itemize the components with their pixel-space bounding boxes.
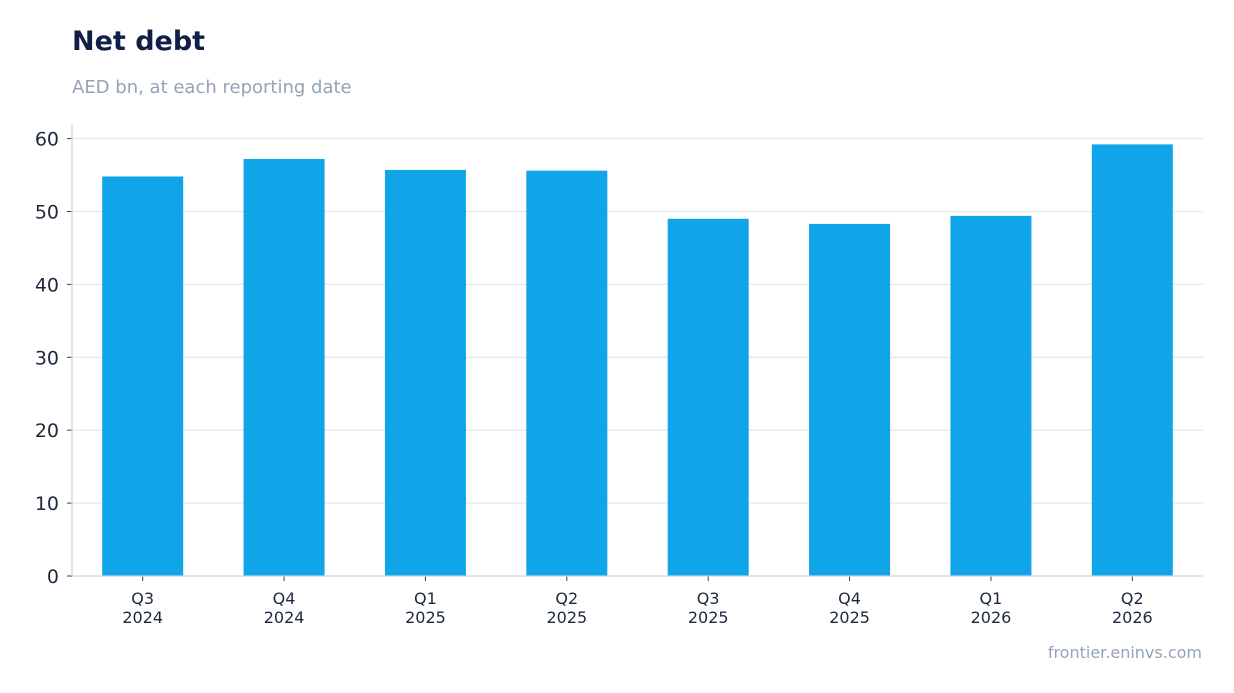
x-tick-quarter: Q1 <box>414 589 437 608</box>
x-tick-label: Q1 2025 <box>405 589 446 627</box>
bar-q4-2025 <box>809 223 891 576</box>
y-tick-label-20: 20 <box>35 420 59 442</box>
bar-q2-2026 <box>1091 144 1173 576</box>
y-tick-label-10: 10 <box>35 493 59 515</box>
y-tick-label-0: 0 <box>47 566 59 588</box>
bar-q4-2024 <box>243 158 325 577</box>
x-tick-quarter: Q2 <box>1121 589 1144 608</box>
x-tick-quarter: Q4 <box>273 589 296 608</box>
bar-q1-2026 <box>950 215 1032 576</box>
x-tick-label: Q2 2026 <box>1112 589 1153 627</box>
axes <box>67 124 1203 581</box>
x-tick-label: Q4 2024 <box>264 589 305 627</box>
x-tick-label: Q4 2025 <box>829 589 870 627</box>
x-tick-year: 2026 <box>1112 608 1153 627</box>
x-tick-label: Q3 2025 <box>688 589 729 627</box>
x-tick-year: 2024 <box>264 608 305 627</box>
x-tick-year: 2025 <box>546 608 587 627</box>
y-tick-label-40: 40 <box>35 274 59 296</box>
y-tick-label-30: 30 <box>35 347 59 369</box>
x-tick-year: 2024 <box>122 608 163 627</box>
chart-title: Net debt <box>72 26 206 57</box>
source-credit: frontier.eninvs.com <box>1047 643 1202 662</box>
bar-q3-2025 <box>667 218 749 576</box>
bar-q1-2025 <box>384 169 466 577</box>
x-tick-quarter: Q3 <box>131 589 154 608</box>
x-tick-year: 2025 <box>829 608 870 627</box>
y-tick-label-50: 50 <box>35 201 59 223</box>
x-tick-label: Q1 2026 <box>971 589 1012 627</box>
bar-q3-2024 <box>102 176 184 576</box>
chart-subtitle: AED bn, at each reporting date <box>72 77 352 98</box>
x-tick-year: 2025 <box>688 608 729 627</box>
gridlines <box>72 137 1203 504</box>
x-tick-year: 2025 <box>405 608 446 627</box>
x-tick-label: Q3 2024 <box>122 589 163 627</box>
x-tick-quarter: Q1 <box>980 589 1003 608</box>
x-tick-quarter: Q4 <box>838 589 861 608</box>
x-tick-quarter: Q3 <box>697 589 720 608</box>
x-tick-quarter: Q2 <box>555 589 578 608</box>
x-tick-label: Q2 2025 <box>546 589 587 627</box>
bar-q2-2025 <box>526 170 608 576</box>
x-tick-year: 2026 <box>971 608 1012 627</box>
bars <box>102 144 1173 577</box>
y-tick-label-60: 60 <box>35 129 59 151</box>
